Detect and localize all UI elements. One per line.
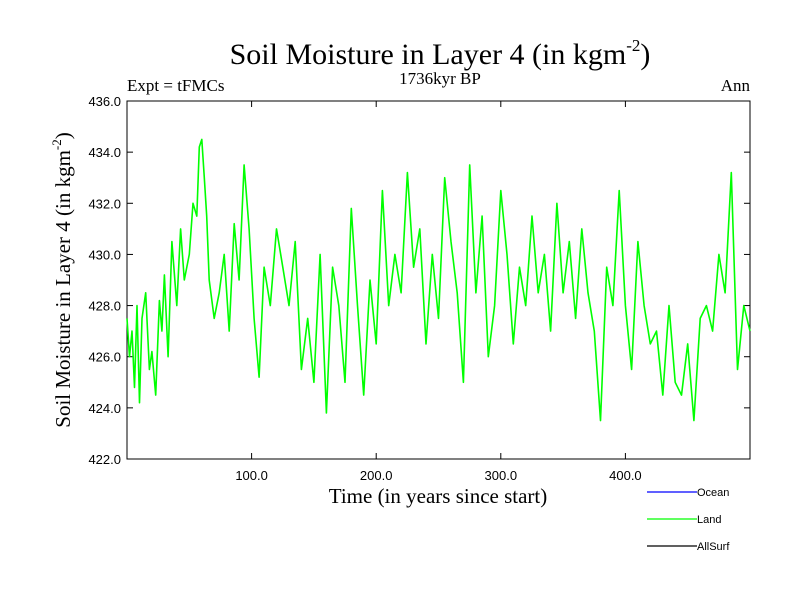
plot-frame: [126, 100, 751, 460]
y-tick-label: 430.0: [88, 247, 121, 262]
chart-title: Soil Moisture in Layer 4 (in kgm-2): [230, 36, 651, 71]
y-tick-label: 432.0: [88, 196, 121, 211]
x-tick-label: 300.0: [485, 468, 518, 483]
y-tick-label: 422.0: [88, 452, 121, 467]
x-axis-label: Time (in years since start): [329, 484, 548, 508]
y-tick-label: 434.0: [88, 145, 121, 160]
x-tick-label: 100.0: [235, 468, 268, 483]
y-axis-label: Soil Moisture in Layer 4 (in kgm-2): [49, 132, 75, 427]
subtitle-center: 1736kyr BP: [399, 69, 481, 88]
y-tick-label: 426.0: [88, 350, 121, 365]
legend-label-ocean: Ocean: [697, 487, 729, 499]
series-group: [126, 138, 751, 422]
legend-label-allsurf: AllSurf: [697, 541, 730, 553]
y-tick-label: 424.0: [88, 401, 121, 416]
legend-label-land: Land: [697, 514, 721, 526]
x-tick-label: 400.0: [609, 468, 642, 483]
x-tick-label: 200.0: [360, 468, 393, 483]
legend: Ocean Land AllSurf: [647, 487, 730, 553]
y-tick-label: 428.0: [88, 299, 121, 314]
subtitle-left: Expt = tFMCs: [127, 76, 224, 95]
axis-ticks: 422.0 424.0 426.0 428.0 430.0 432.0 434.0 436.0…: [88, 94, 750, 483]
series-line-land: [126, 138, 751, 422]
subtitle-right: Ann: [721, 76, 751, 95]
y-tick-label: 436.0: [88, 94, 121, 109]
